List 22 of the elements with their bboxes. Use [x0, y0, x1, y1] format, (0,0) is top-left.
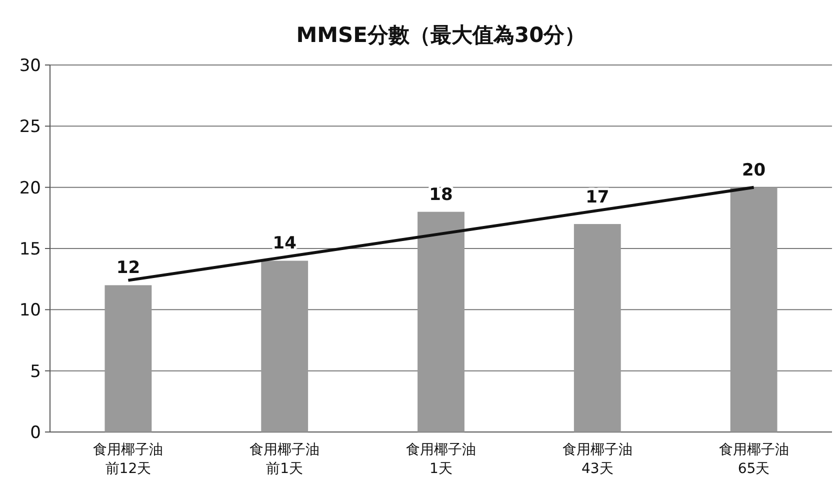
bar [104, 285, 152, 432]
y-tick-label: 20 [19, 178, 41, 198]
x-tick-label: 食用椰子油前12天 [93, 442, 164, 477]
data-label: 12 [116, 258, 140, 278]
x-tick-label: 食用椰子油1天 [406, 442, 476, 477]
y-tick-label: 15 [19, 240, 41, 260]
x-tick-label: 食用椰子油43天 [562, 442, 632, 477]
data-label: 17 [586, 188, 610, 208]
y-tick-label: 30 [19, 56, 41, 76]
x-tick-label: 食用椰子油65天 [718, 442, 789, 477]
y-tick-label: 10 [19, 300, 41, 321]
data-label: 18 [429, 184, 453, 205]
bar [730, 187, 778, 432]
y-tick-label: 25 [19, 117, 41, 138]
chart-title: MMSE分數（最大值為30分） [296, 23, 586, 47]
bar [261, 260, 308, 432]
x-tick-label: 食用椰子油前1天 [250, 442, 320, 477]
y-tick-label: 0 [30, 423, 41, 443]
data-label: 20 [742, 160, 766, 180]
y-tick-label: 5 [30, 362, 41, 382]
bar [418, 212, 464, 432]
bar [574, 224, 621, 432]
